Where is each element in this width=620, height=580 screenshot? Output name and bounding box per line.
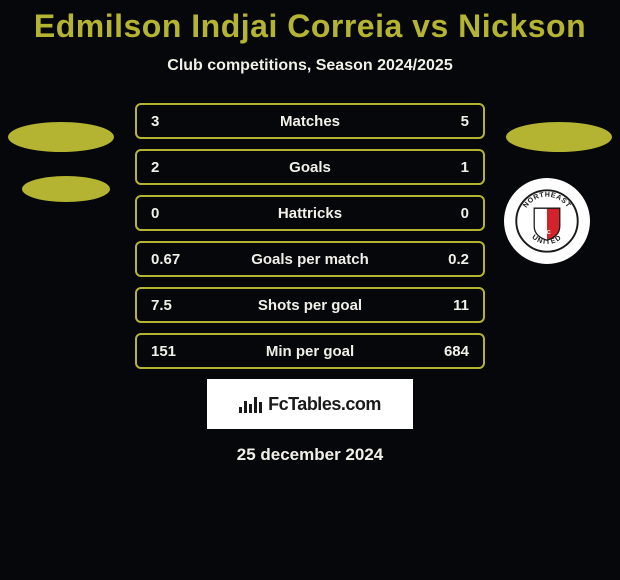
stat-row: 0.67 Goals per match 0.2 <box>135 241 485 277</box>
stat-row: 3 Matches 5 <box>135 103 485 139</box>
stat-label: Matches <box>207 113 413 130</box>
blob-shape <box>8 122 114 152</box>
bars-icon <box>239 395 262 413</box>
badge-fc-text: FC <box>543 230 551 236</box>
stat-left-value: 3 <box>151 113 207 130</box>
subtitle: Club competitions, Season 2024/2025 <box>0 57 620 75</box>
stat-row: 2 Goals 1 <box>135 149 485 185</box>
stat-right-value: 0 <box>413 205 469 222</box>
stat-row: 0 Hattricks 0 <box>135 195 485 231</box>
stat-right-value: 5 <box>413 113 469 130</box>
stat-left-value: 151 <box>151 343 207 360</box>
stat-label: Min per goal <box>207 343 413 360</box>
date-text: 25 december 2024 <box>0 445 620 465</box>
stat-label: Goals per match <box>207 251 413 268</box>
stat-left-value: 2 <box>151 159 207 176</box>
left-player-placeholder <box>8 122 114 202</box>
stat-right-value: 11 <box>413 297 469 314</box>
stat-right-value: 0.2 <box>413 251 469 268</box>
comparison-card: Edmilson Indjai Correia vs Nickson Club … <box>0 0 620 580</box>
stat-row: 7.5 Shots per goal 11 <box>135 287 485 323</box>
page-title: Edmilson Indjai Correia vs Nickson <box>0 8 620 45</box>
right-player-placeholder <box>506 122 612 174</box>
fctables-logo: FcTables.com <box>239 394 381 415</box>
footer-brand-badge: FcTables.com <box>207 379 413 429</box>
stats-table: 3 Matches 5 2 Goals 1 0 Hattricks 0 0.67… <box>135 103 485 369</box>
stat-left-value: 0.67 <box>151 251 207 268</box>
stat-row: 151 Min per goal 684 <box>135 333 485 369</box>
stat-label: Hattricks <box>207 205 413 222</box>
stat-right-value: 1 <box>413 159 469 176</box>
stat-right-value: 684 <box>413 343 469 360</box>
club-badge: NORTHEAST UNITED FC <box>504 178 590 264</box>
footer-brand-text: FcTables.com <box>268 394 381 415</box>
stat-left-value: 7.5 <box>151 297 207 314</box>
stat-label: Goals <box>207 159 413 176</box>
blob-shape <box>22 176 110 202</box>
northeast-united-logo: NORTHEAST UNITED FC <box>515 189 579 253</box>
stat-label: Shots per goal <box>207 297 413 314</box>
blob-shape <box>506 122 612 152</box>
stat-left-value: 0 <box>151 205 207 222</box>
